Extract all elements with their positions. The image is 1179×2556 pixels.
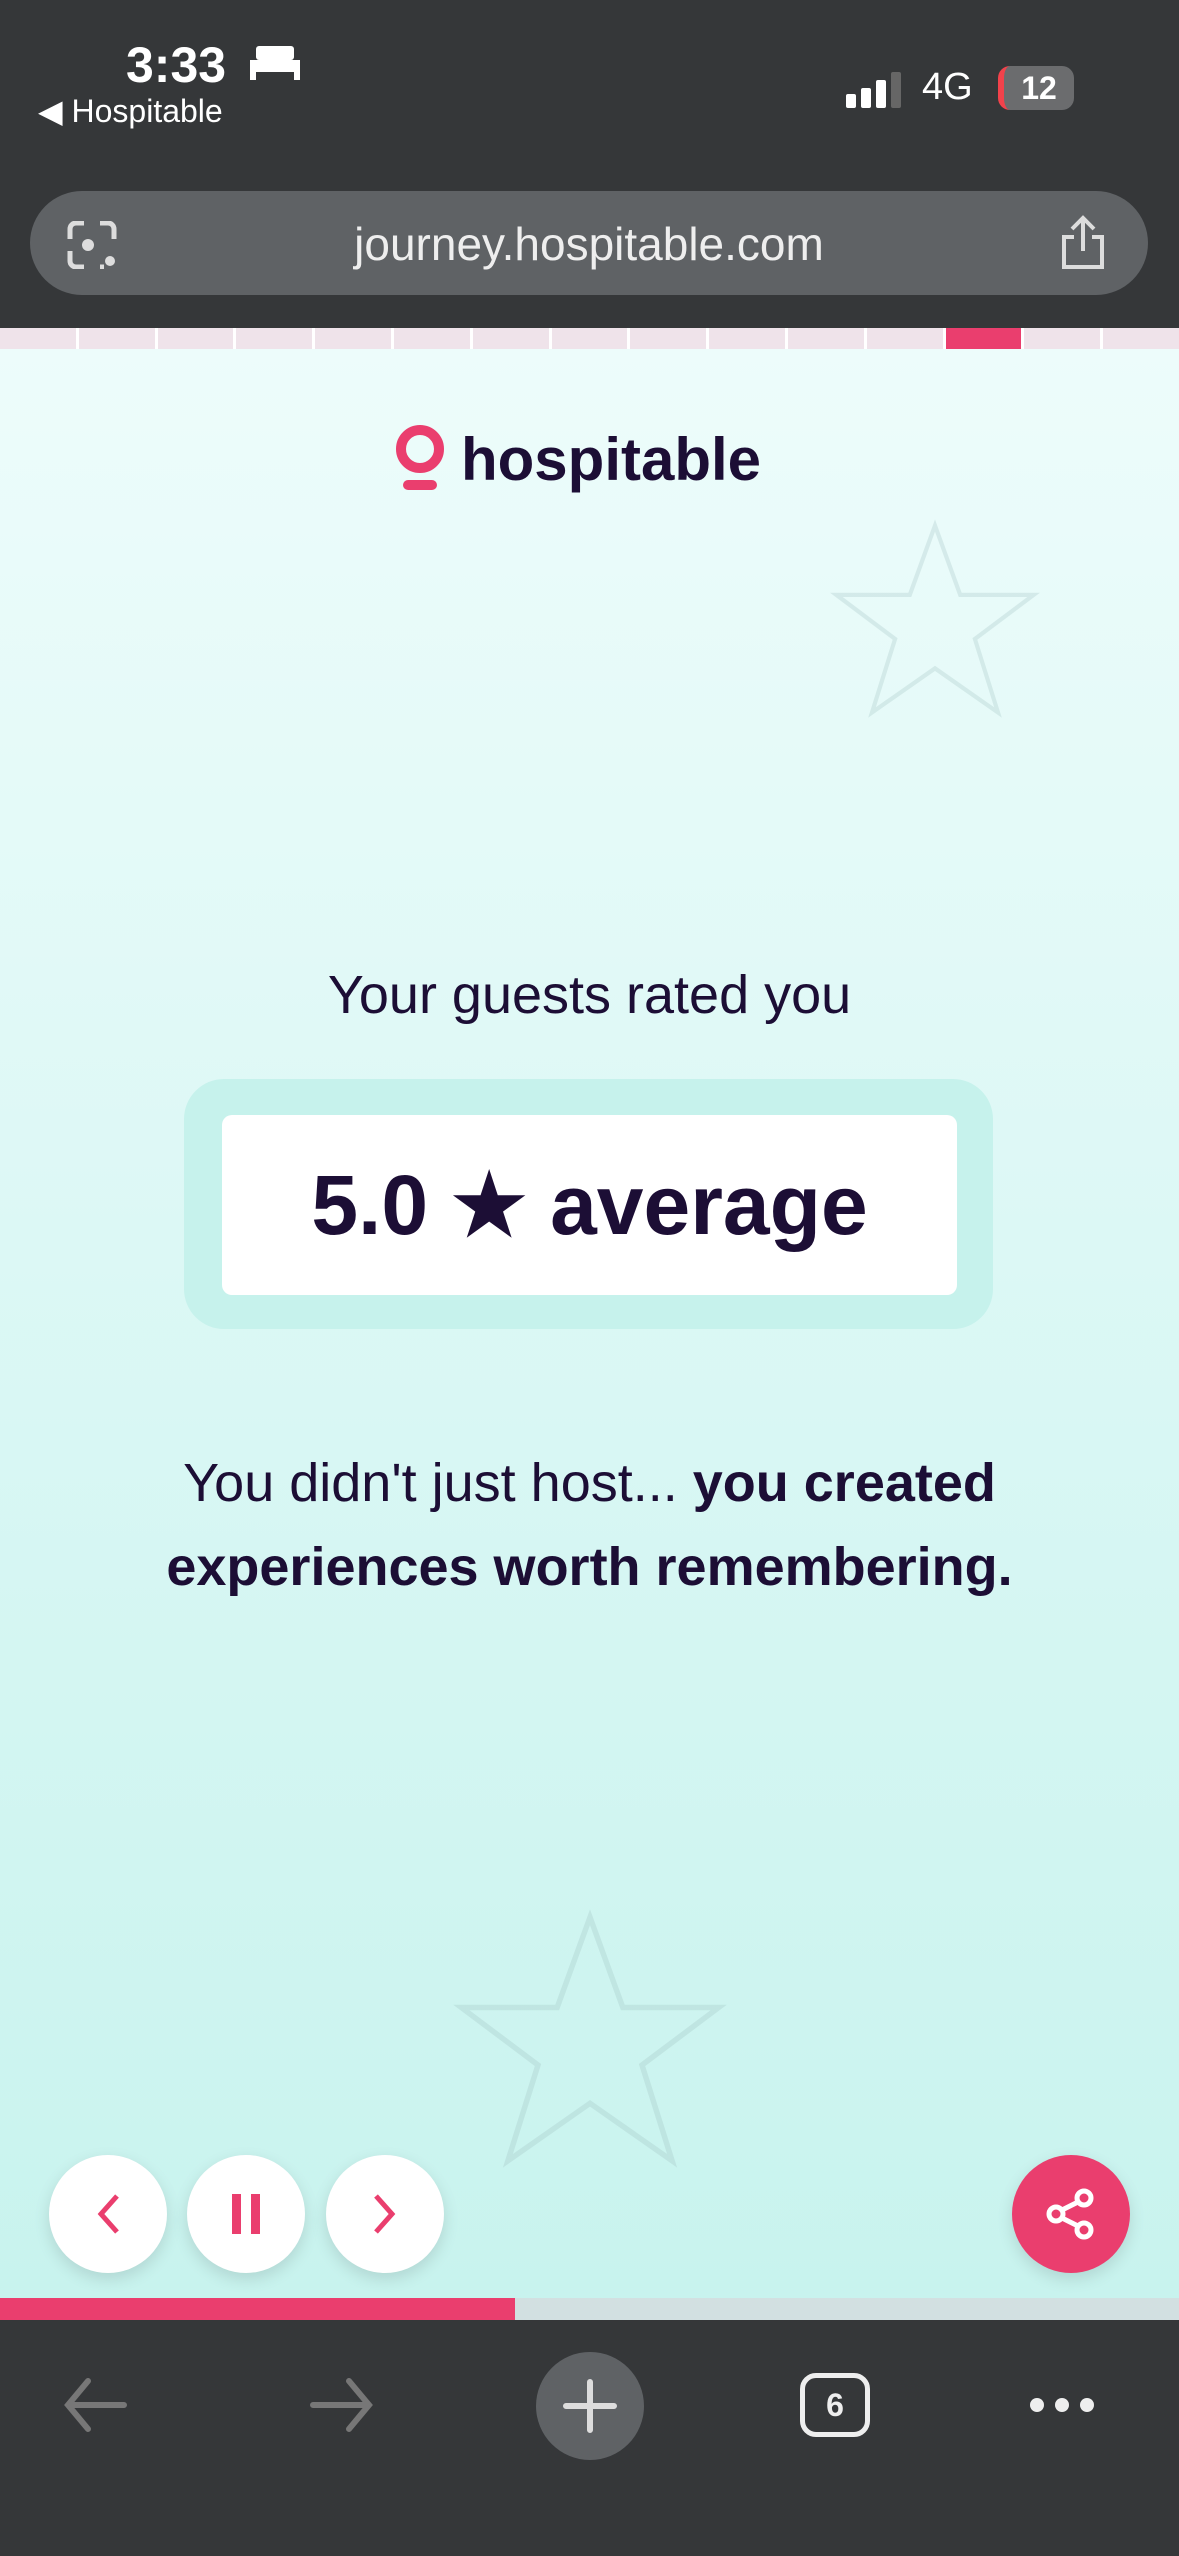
- star-decoration-icon: [453, 1909, 727, 2168]
- story-segment: [630, 328, 707, 349]
- signal-icon: [846, 72, 901, 108]
- chevron-left-icon: [97, 2194, 119, 2234]
- new-tab-button[interactable]: [536, 2352, 644, 2460]
- story-segment: [1103, 328, 1179, 349]
- story-segment: [157, 328, 234, 349]
- battery-indicator: 12: [998, 66, 1074, 110]
- back-button[interactable]: [40, 2350, 150, 2460]
- more-dots-icon: [1030, 2398, 1094, 2412]
- story-segment-active: [945, 328, 1022, 349]
- story-segment: [551, 328, 628, 349]
- previous-button[interactable]: [49, 2155, 167, 2273]
- story-segment: [236, 328, 313, 349]
- story-segment: [0, 328, 76, 349]
- chevron-right-icon: [374, 2194, 396, 2234]
- hospitable-logo: hospitable: [393, 424, 761, 494]
- arrow-right-icon: [310, 2378, 373, 2432]
- rating-value: 5.0 ★ average: [222, 1115, 957, 1295]
- story-progress-bar: [0, 2298, 1179, 2320]
- share-icon[interactable]: [1058, 215, 1108, 271]
- url-text: journey.hospitable.com: [354, 218, 824, 270]
- hospitable-logo-icon: [396, 425, 444, 490]
- tab-switcher-button[interactable]: 6: [780, 2350, 890, 2460]
- pause-icon: [232, 2194, 260, 2234]
- more-menu-button[interactable]: [1007, 2350, 1117, 2460]
- plus-icon: [563, 2379, 617, 2433]
- story-segments: [0, 328, 1179, 349]
- story-segment: [866, 328, 943, 349]
- story-segment: [709, 328, 785, 349]
- browser-toolbar: 6: [0, 2320, 1179, 2556]
- story-segment: [787, 328, 864, 349]
- lead-text: Your guests rated you: [327, 965, 852, 1025]
- rating-card: 5.0 ★ average: [184, 1079, 993, 1329]
- forward-button[interactable]: [287, 2350, 397, 2460]
- arrow-left-icon: [64, 2378, 127, 2432]
- logo-text: hospitable: [461, 425, 762, 493]
- message-bold: you created experiences worth rememberin…: [166, 1453, 1013, 1597]
- tab-count: 6: [800, 2373, 870, 2437]
- share-icon: [1046, 2188, 1094, 2240]
- message-plain: You didn't just host...: [183, 1453, 693, 1513]
- story-page: hospitable Your guests rated you 5.0 ★ a…: [0, 349, 1179, 2298]
- back-to-app-link[interactable]: ◀ Hospitable: [38, 93, 223, 129]
- story-segment: [1024, 328, 1101, 349]
- share-button[interactable]: [1012, 2155, 1130, 2273]
- star-decoration-icon: [830, 519, 1040, 718]
- story-progress-fill: [0, 2298, 516, 2320]
- story-segment: [315, 328, 391, 349]
- clock: 3:33: [126, 37, 227, 93]
- story-segment: [393, 328, 470, 349]
- address-bar[interactable]: journey.hospitable.com: [30, 191, 1148, 295]
- story-segment: [78, 328, 155, 349]
- story-segment: [472, 328, 549, 349]
- network-type: 4G: [922, 66, 973, 108]
- pause-button[interactable]: [187, 2155, 305, 2273]
- sleep-focus-icon: [250, 46, 300, 80]
- back-app-label: Hospitable: [71, 93, 223, 129]
- message-text: You didn't just host... you created expe…: [120, 1441, 1059, 1609]
- next-button[interactable]: [326, 2155, 444, 2273]
- status-bar: 3:33 ◀ Hospitable 4G 12 journey.hospitab…: [0, 0, 1179, 328]
- google-lens-icon[interactable]: [66, 221, 118, 269]
